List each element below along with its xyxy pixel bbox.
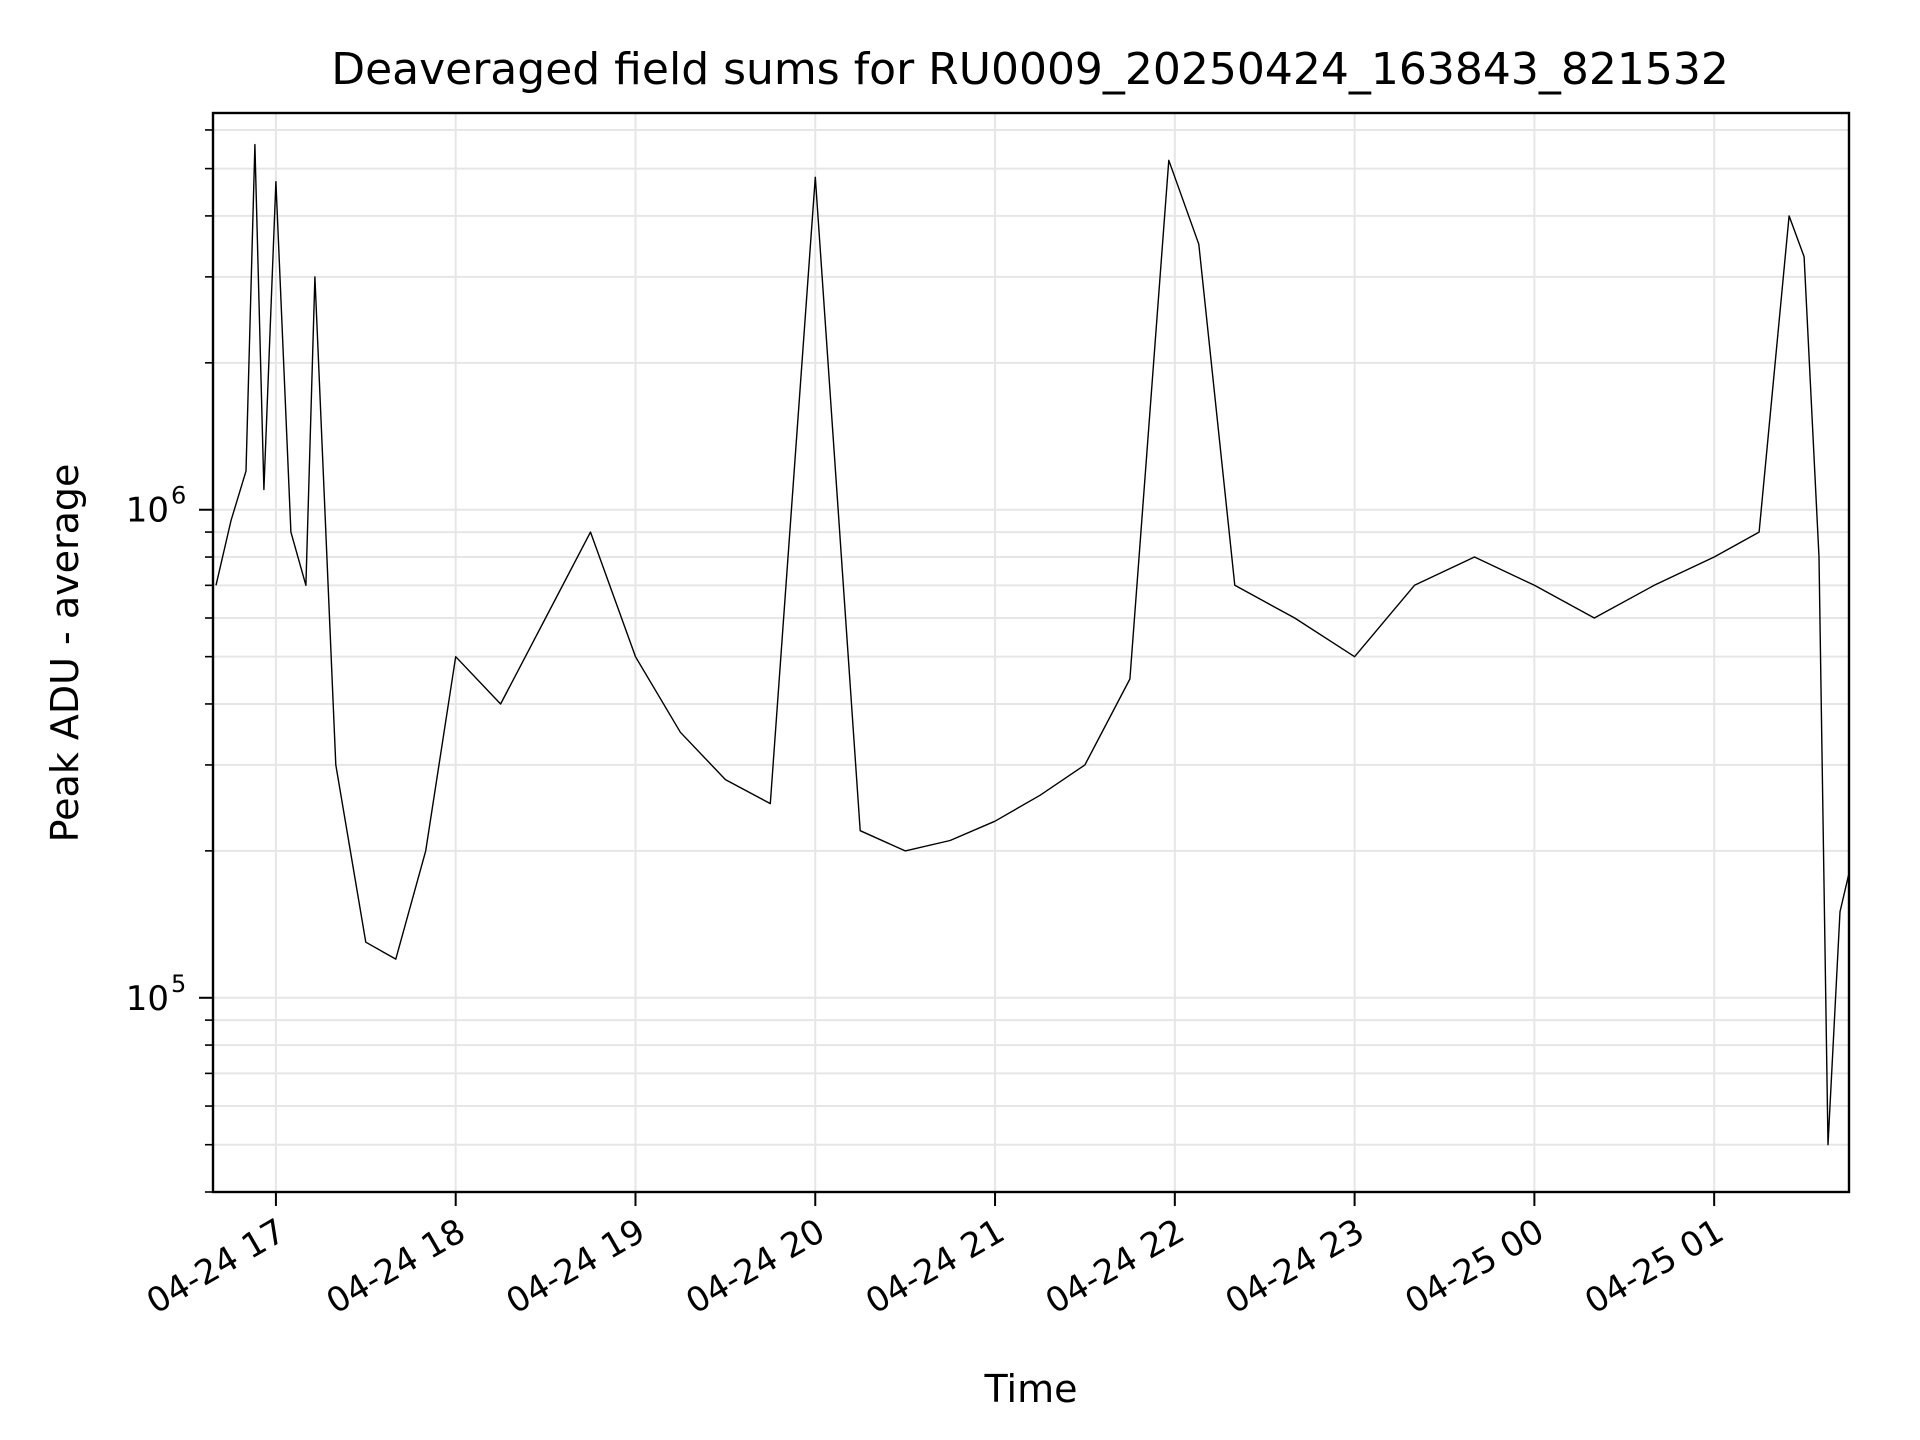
y-tick-label: 10 5 [126, 970, 187, 1019]
y-tick-base: 10 [126, 491, 169, 531]
chart-title: Deaveraged field sums for RU0009_2025042… [331, 44, 1729, 95]
y-axis-label: Peak ADU - average [43, 464, 87, 843]
plot-area-frame [211, 111, 1851, 1194]
y-tick-base: 10 [126, 979, 169, 1019]
series-line-0 [215, 143, 1850, 1146]
x-axis-label: Time [984, 1367, 1078, 1411]
y-tick-label: 10 6 [126, 482, 187, 531]
series-group [215, 143, 1850, 1146]
y-tick-exponent: 6 [171, 482, 186, 510]
y-tick-exponent: 5 [171, 970, 186, 998]
